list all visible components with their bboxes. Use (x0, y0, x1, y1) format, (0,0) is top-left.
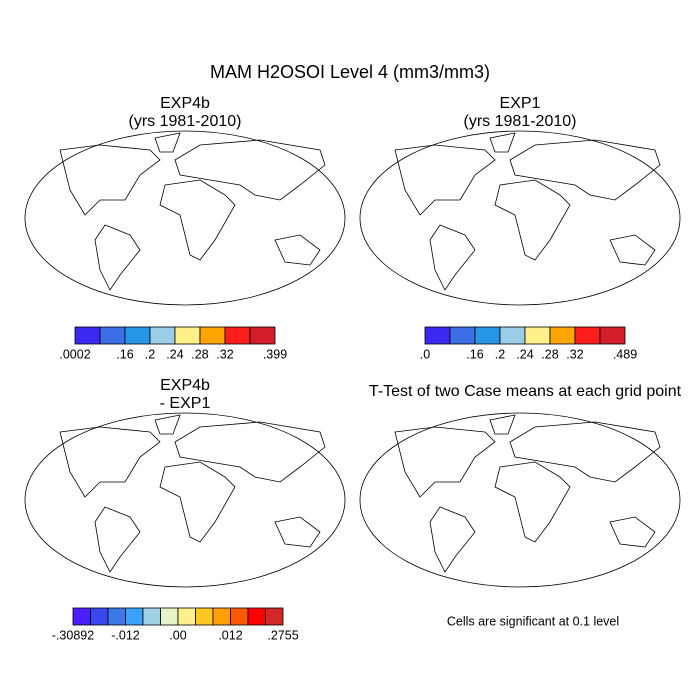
colorbar-label: .28 (191, 347, 208, 361)
colorbar-box (230, 607, 249, 626)
colorbar-box (99, 326, 126, 345)
figure-title: MAM H2OSOI Level 4 (mm3/mm3) (210, 62, 490, 82)
colorbar-label: .24 (166, 347, 183, 361)
colorbar-box (142, 607, 161, 626)
colorbar-label: -.012 (111, 628, 140, 642)
colorbar-box (125, 607, 144, 626)
colorbar-box (174, 326, 201, 345)
colorbar-label: .489 (613, 347, 637, 361)
significance-note: Cells are significant at 0.1 level (447, 614, 619, 628)
colorbar-box (72, 607, 91, 626)
colorbar-label: .2 (145, 347, 155, 361)
colorbar-box (177, 607, 196, 626)
map-panel (359, 412, 681, 588)
panel-title: EXP1 (500, 95, 541, 112)
colorbar-label: .2 (495, 347, 505, 361)
colorbar-label: .28 (541, 347, 558, 361)
colorbar-label: .16 (116, 347, 133, 361)
colorbar-box (74, 326, 101, 345)
colorbar-box (160, 607, 179, 626)
colorbar-box (90, 607, 109, 626)
map-panel (24, 412, 346, 588)
panel-subtitle: (yrs 1981-2010) (129, 113, 242, 130)
colorbar-box (499, 326, 526, 345)
colorbar-box (247, 607, 266, 626)
panel-subtitle: (yrs 1981-2010) (464, 113, 577, 130)
colorbar-label: .2755 (267, 628, 298, 642)
colorbar-box (224, 326, 251, 345)
colorbar-box (265, 607, 284, 626)
colorbar-label: .012 (218, 628, 242, 642)
panel-title: EXP4b (160, 377, 210, 394)
map-panel (24, 130, 346, 306)
colorbar-box (124, 326, 151, 345)
colorbar-box (149, 326, 176, 345)
colorbar-box (599, 326, 626, 345)
colorbar-label: .24 (516, 347, 533, 361)
colorbar-label: -.30892 (52, 628, 94, 642)
colorbar-label: .399 (263, 347, 287, 361)
colorbar-box (199, 326, 226, 345)
colorbar-box (524, 326, 551, 345)
colorbar-box (474, 326, 501, 345)
colorbar-box (249, 326, 276, 345)
panel-subtitle: - EXP1 (160, 395, 211, 412)
colorbar-box (424, 326, 451, 345)
map-panel (359, 130, 681, 306)
colorbar-label: .16 (466, 347, 483, 361)
colorbar-label: .0 (420, 347, 430, 361)
panel-title: EXP4b (160, 95, 210, 112)
colorbar-box (212, 607, 231, 626)
colorbar-box (549, 326, 576, 345)
panel-title: T-Test of two Case means at each grid po… (369, 383, 682, 400)
colorbar-label: .0002 (59, 347, 90, 361)
colorbar-label: .32 (566, 347, 583, 361)
colorbar-box (107, 607, 126, 626)
colorbar-box (449, 326, 476, 345)
colorbar-label: .32 (216, 347, 233, 361)
colorbar-box (574, 326, 601, 345)
colorbar-box (195, 607, 214, 626)
colorbar-label: .00 (169, 628, 186, 642)
